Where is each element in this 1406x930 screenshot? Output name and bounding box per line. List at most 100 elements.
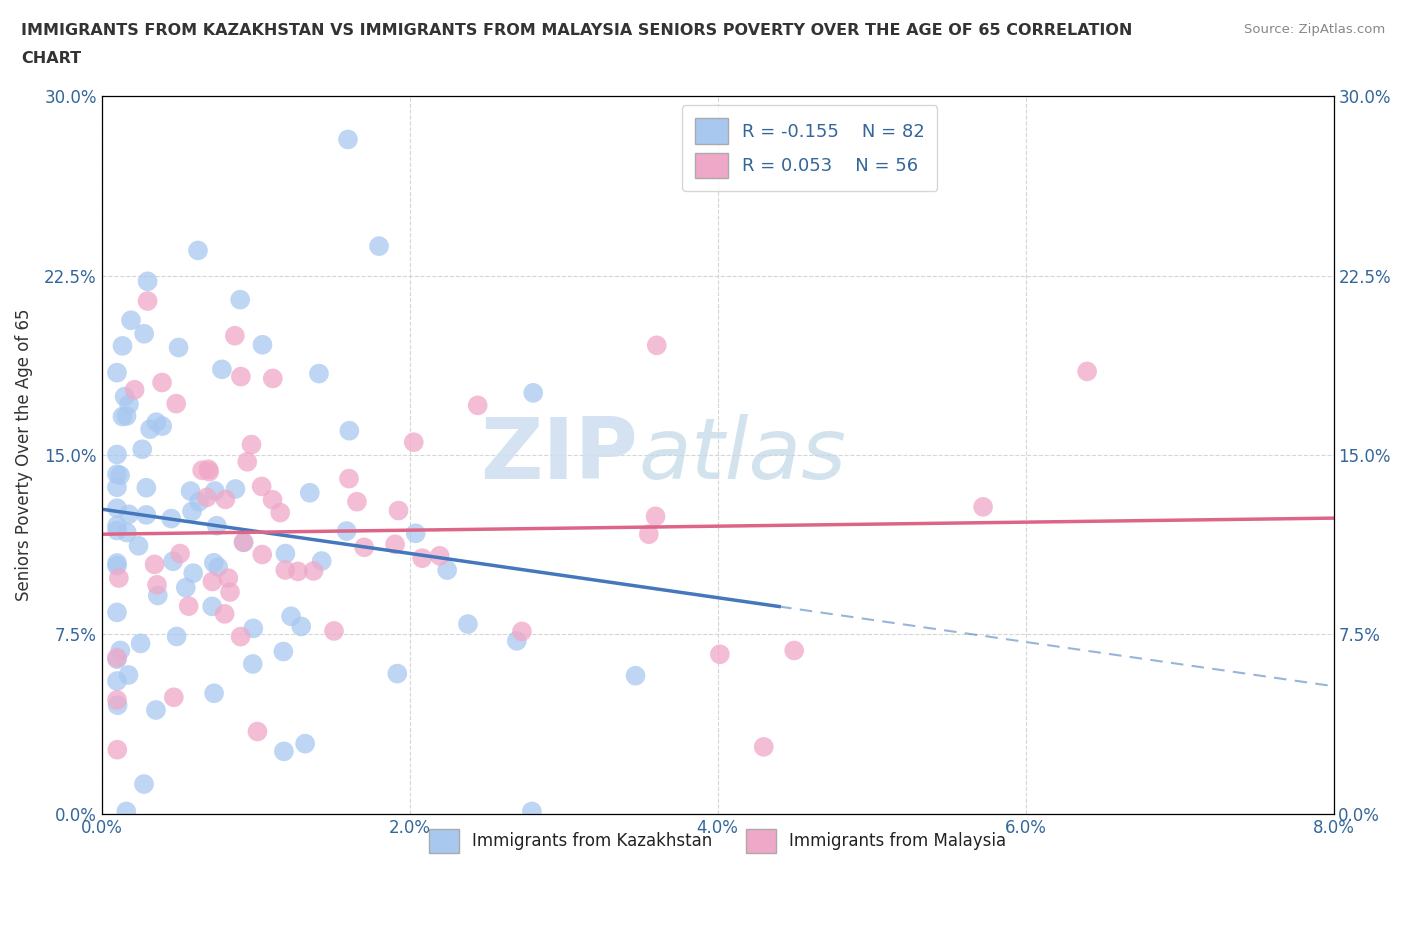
Point <box>163 690 186 705</box>
Point <box>107 698 129 712</box>
Point <box>111 409 134 424</box>
Point <box>302 564 325 578</box>
Point <box>353 539 375 554</box>
Point <box>644 509 666 524</box>
Point <box>105 652 128 667</box>
Point <box>105 555 128 570</box>
Point <box>336 132 359 147</box>
Point <box>311 553 333 568</box>
Point <box>105 480 128 495</box>
Text: atlas: atlas <box>638 414 846 497</box>
Point <box>280 609 302 624</box>
Point <box>224 328 246 343</box>
Point <box>105 673 128 688</box>
Point <box>177 599 200 614</box>
Point <box>145 702 167 717</box>
Point <box>411 551 433 565</box>
Point <box>308 366 330 381</box>
Point <box>752 739 775 754</box>
Point <box>127 538 149 553</box>
Point <box>346 494 368 509</box>
Point <box>384 537 406 551</box>
Point <box>202 685 225 700</box>
Point <box>105 523 128 538</box>
Point <box>105 500 128 515</box>
Point <box>105 604 128 619</box>
Point <box>290 619 312 634</box>
Point <box>118 397 141 412</box>
Point <box>114 389 136 404</box>
Point <box>202 555 225 570</box>
Point <box>709 647 731 662</box>
Text: CHART: CHART <box>21 51 82 66</box>
Point <box>262 371 284 386</box>
Point <box>166 629 188 644</box>
Point <box>105 447 128 462</box>
Point <box>105 467 128 482</box>
Point <box>637 526 659 541</box>
Point <box>405 525 427 540</box>
Point <box>252 547 274 562</box>
Point <box>298 485 321 500</box>
Point <box>167 340 190 355</box>
Point <box>134 326 156 341</box>
Point <box>1076 364 1098 379</box>
Point <box>506 633 529 648</box>
Point <box>205 518 228 533</box>
Point <box>145 415 167 430</box>
Point <box>198 464 221 479</box>
Point <box>117 668 139 683</box>
Point <box>972 499 994 514</box>
Point <box>143 557 166 572</box>
Point <box>232 535 254 550</box>
Point <box>783 643 806 658</box>
Point <box>201 574 224 589</box>
Point <box>229 292 252 307</box>
Point <box>110 643 132 658</box>
Point <box>120 312 142 327</box>
Point <box>165 396 187 411</box>
Point <box>232 535 254 550</box>
Point <box>115 408 138 423</box>
Point <box>201 599 224 614</box>
Point <box>118 507 141 522</box>
Point <box>160 512 183 526</box>
Point <box>105 518 128 533</box>
Point <box>111 339 134 353</box>
Point <box>219 585 242 600</box>
Point <box>105 558 128 573</box>
Point <box>181 504 204 519</box>
Point <box>207 560 229 575</box>
Point <box>124 382 146 397</box>
Point <box>135 480 157 495</box>
Point <box>150 375 173 390</box>
Point <box>429 549 451 564</box>
Point <box>139 421 162 436</box>
Point <box>136 294 159 309</box>
Point <box>368 239 391 254</box>
Point <box>214 606 236 621</box>
Point <box>467 398 489 413</box>
Y-axis label: Seniors Poverty Over the Age of 65: Seniors Poverty Over the Age of 65 <box>15 309 32 602</box>
Point <box>294 737 316 751</box>
Point <box>150 418 173 433</box>
Legend: Immigrants from Kazakhstan, Immigrants from Malaysia: Immigrants from Kazakhstan, Immigrants f… <box>422 822 1012 859</box>
Point <box>269 505 291 520</box>
Point <box>136 274 159 289</box>
Point <box>246 724 269 739</box>
Point <box>287 564 309 578</box>
Point <box>457 617 479 631</box>
Point <box>197 462 219 477</box>
Point <box>229 630 252 644</box>
Point <box>187 243 209 258</box>
Point <box>387 503 409 518</box>
Text: ZIP: ZIP <box>479 414 637 497</box>
Point <box>229 369 252 384</box>
Point <box>274 546 297 561</box>
Point <box>217 571 239 586</box>
Point <box>335 524 357 538</box>
Point <box>188 495 211 510</box>
Point <box>436 563 458 578</box>
Point <box>132 777 155 791</box>
Point <box>337 472 360 486</box>
